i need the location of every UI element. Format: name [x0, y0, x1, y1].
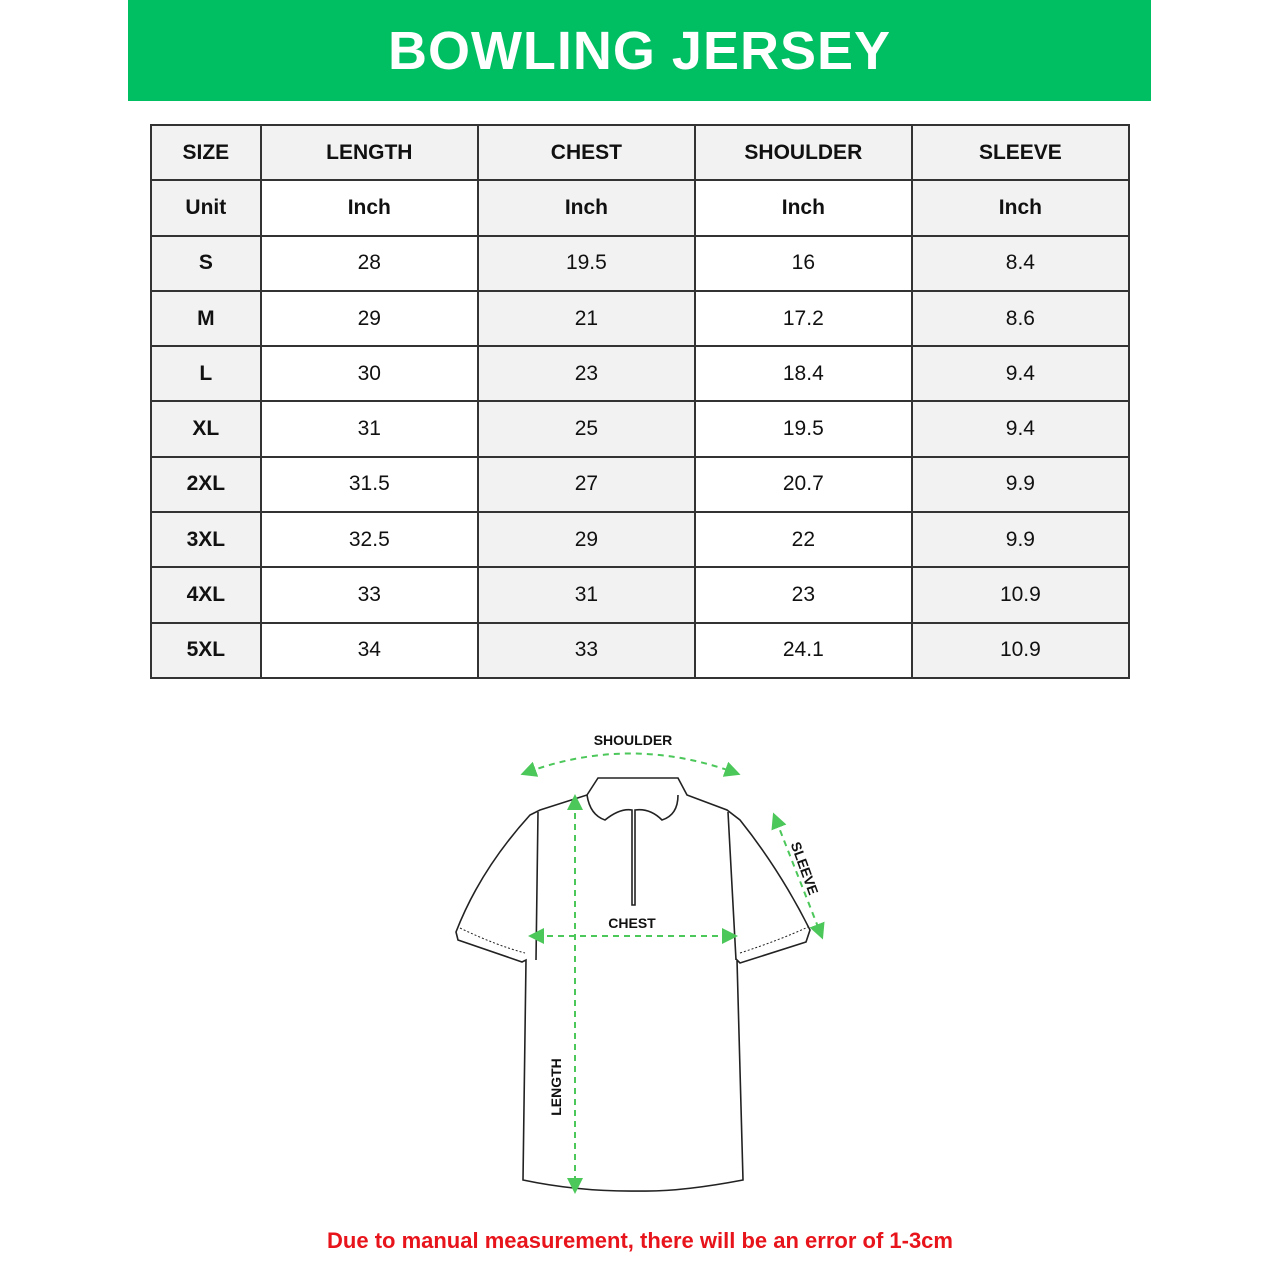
value-cell: 23	[476, 345, 696, 403]
value-cell: 8.4	[910, 234, 1131, 292]
shoulder-label: SHOULDER	[594, 732, 673, 748]
value-cell: 9.9	[910, 511, 1131, 569]
value-cell: 22	[693, 511, 913, 569]
value-cell: 33	[476, 621, 696, 679]
value-cell: 34	[259, 621, 479, 679]
value-cell: 30	[259, 345, 479, 403]
table-row: L 30 23 18.4 9.4	[150, 345, 1131, 403]
value-cell: 17.2	[693, 289, 913, 348]
jersey-diagram: SHOULDER CHEST SLEEVE LENGTH	[440, 720, 840, 1200]
size-table: SIZE LENGTH CHEST SHOULDER SLEEVE Unit Inch Inc…	[150, 123, 1131, 679]
table-unit-row: Unit Inch Inch Inch Inch	[150, 179, 1131, 237]
value-cell: 9.4	[910, 400, 1131, 458]
value-cell: CHEST	[476, 123, 696, 182]
value-cell: 31.5	[259, 455, 479, 514]
value-cell: 31	[259, 400, 479, 458]
value-cell: 20.7	[693, 455, 913, 514]
size-cell: L	[150, 345, 262, 403]
value-cell: 31	[476, 566, 696, 624]
table-row: S 28 19.5 16 8.4	[150, 234, 1131, 292]
size-cell: XL	[150, 400, 262, 458]
table-row: M 29 21 17.2 8.6	[150, 289, 1131, 348]
value-cell: 25	[476, 400, 696, 458]
measurement-note: Due to manual measurement, there will be…	[327, 1228, 953, 1253]
size-cell: 2XL	[150, 455, 262, 514]
value-cell: LENGTH	[259, 123, 479, 182]
value-cell: 27	[476, 455, 696, 514]
value-cell: 29	[259, 289, 479, 348]
table-row: 4XL 33 31 23 10.9	[150, 566, 1131, 624]
value-cell: SLEEVE	[910, 123, 1131, 182]
value-cell: 19.5	[476, 234, 696, 292]
value-cell: 32.5	[259, 511, 479, 569]
value-cell: SHOULDER	[693, 123, 913, 182]
value-cell: 28	[259, 234, 479, 292]
page-title: BOWLING JERSEY	[387, 20, 892, 81]
value-cell: 29	[476, 511, 696, 569]
size-cell: M	[150, 289, 262, 348]
table-row: 2XL 31.5 27 20.7 9.9	[150, 455, 1131, 514]
size-cell: 5XL	[150, 621, 262, 679]
table-row: 5XL 34 33 24.1 10.9	[150, 621, 1131, 679]
measure-arrows	[520, 752, 825, 1194]
value-cell: 16	[693, 234, 913, 292]
value-cell: 8.6	[910, 289, 1131, 348]
size-cell: S	[150, 234, 262, 292]
table-header-row: SIZE LENGTH CHEST SHOULDER SLEEVE	[150, 123, 1131, 182]
value-cell: Inch	[259, 179, 479, 237]
value-cell: 9.4	[910, 345, 1131, 403]
size-cell: Unit	[150, 179, 262, 237]
value-cell: 10.9	[910, 621, 1131, 679]
value-cell: 24.1	[693, 621, 913, 679]
value-cell: Inch	[910, 179, 1131, 237]
size-cell: SIZE	[150, 123, 262, 182]
value-cell: 23	[693, 566, 913, 624]
jersey-outline	[455, 777, 811, 1192]
title-banner: BOWLING JERSEY	[128, 0, 1151, 101]
length-label: LENGTH	[548, 1058, 564, 1116]
value-cell: 21	[476, 289, 696, 348]
table-row: XL 31 25 19.5 9.4	[150, 400, 1131, 458]
value-cell: 10.9	[910, 566, 1131, 624]
value-cell: Inch	[476, 179, 696, 237]
size-cell: 4XL	[150, 566, 262, 624]
value-cell: 18.4	[693, 345, 913, 403]
sleeve-label: SLEEVE	[788, 840, 822, 897]
value-cell: 33	[259, 566, 479, 624]
value-cell: 19.5	[693, 400, 913, 458]
value-cell: Inch	[693, 179, 913, 237]
chest-label: CHEST	[608, 915, 656, 931]
table-row: 3XL 32.5 29 22 9.9	[150, 511, 1131, 569]
size-cell: 3XL	[150, 511, 262, 569]
value-cell: 9.9	[910, 455, 1131, 514]
